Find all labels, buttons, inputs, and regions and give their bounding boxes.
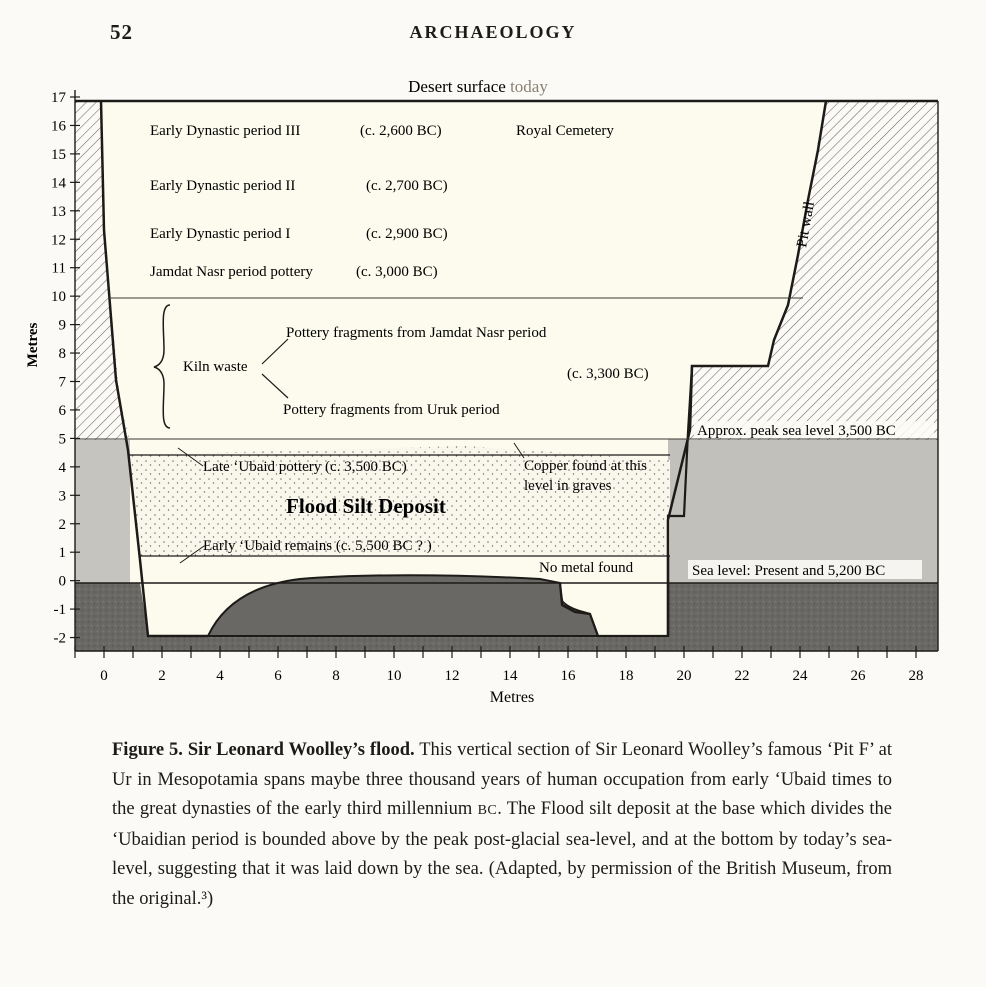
- running-title: ARCHAEOLOGY: [409, 22, 577, 42]
- y-tick-label: -2: [54, 631, 67, 647]
- y-tick-label: 2: [59, 517, 67, 533]
- pit-bottom-right-edge: [558, 365, 694, 638]
- x-tick-label: 6: [274, 668, 282, 684]
- period-ed2-date: (c. 2,700 BC): [366, 178, 448, 194]
- y-tick-label: 1: [59, 545, 67, 561]
- sea-level-bg: [688, 560, 922, 579]
- y-tick-label: 16: [51, 118, 67, 134]
- caption-bc: BC: [477, 803, 498, 818]
- pit-bottom-mound: [206, 574, 600, 637]
- y-tick-label: 14: [51, 175, 67, 191]
- caption-label: Figure 5. Sir Leonard Woolley’s flood.: [112, 740, 415, 760]
- x-tick-label: 22: [735, 668, 750, 684]
- pottery-uruk-label: Pottery fragments from Uruk period: [283, 402, 500, 418]
- y-tick-label: 11: [52, 261, 66, 277]
- x-tick-label: 10: [387, 668, 402, 684]
- period-ed3-name: Early Dynastic period III: [150, 123, 300, 139]
- peak-sea-level-label: Approx. peak sea level 3,500 BC: [697, 423, 896, 439]
- period-ed1-name: Early Dynastic period I: [150, 226, 290, 242]
- flood-silt-deposit: [128, 446, 670, 556]
- period-jamdat-date: (c. 3,000 BC): [356, 264, 438, 280]
- kiln-waste-label: Kiln waste: [183, 359, 248, 375]
- x-tick-label: 2: [158, 668, 166, 684]
- y-axis-label: Metres: [25, 322, 41, 367]
- caption-text-part2: . The Flood silt deposit at the base whi…: [112, 799, 892, 909]
- x-tick-label: 4: [216, 668, 224, 684]
- sea-band-left: [75, 439, 130, 583]
- y-tick-label: 3: [59, 488, 67, 504]
- y-tick-label: 13: [51, 204, 66, 220]
- y-tick-label: 10: [51, 289, 66, 305]
- x-axis-label: Metres: [490, 689, 534, 706]
- y-tick-label: 5: [59, 431, 67, 447]
- x-tick-label: 26: [851, 668, 867, 684]
- kiln-waste-brace: [153, 304, 171, 429]
- royal-cemetery-label: Royal Cemetery: [516, 123, 614, 139]
- y-tick-label: 4: [59, 460, 67, 476]
- y-tick-label: 6: [59, 403, 67, 419]
- kiln-pointer-down: [261, 373, 289, 399]
- x-tick-label: 12: [445, 668, 460, 684]
- y-tick-label: 8: [59, 346, 67, 362]
- page-number: 52: [110, 20, 133, 44]
- caption-text-part1: This vertical section of Sir Leonard Woo…: [112, 740, 892, 819]
- period-ed3-date: (c. 2,600 BC): [360, 123, 442, 139]
- desert-surface-label: Desert surface today: [408, 77, 548, 96]
- x-tick-label: 14: [503, 668, 519, 684]
- kiln-date-label: (c. 3,300 BC): [567, 366, 649, 382]
- x-tick-label: 20: [677, 668, 692, 684]
- x-tick-label: 24: [793, 668, 809, 684]
- no-metal-label: No metal found: [539, 560, 634, 576]
- pit-wall-right: [690, 101, 938, 440]
- late-ubaid-pointer: [177, 447, 204, 467]
- peak-sea-level-bg: [694, 421, 934, 438]
- y-tick-label: 0: [59, 574, 67, 590]
- kiln-pointer-up: [261, 338, 289, 365]
- x-tick-label: 18: [619, 668, 634, 684]
- flood-silt-label: Flood Silt Deposit: [286, 494, 446, 518]
- pit-wall-left: [75, 101, 130, 440]
- period-jamdat-name: Jamdat Nasr period pottery: [150, 264, 313, 280]
- pit-bottom-cut: [140, 580, 668, 636]
- period-ed2-name: Early Dynastic period II: [150, 178, 295, 194]
- x-tick-label: 28: [909, 668, 924, 684]
- period-ed1-date: (c. 2,900 BC): [366, 226, 448, 242]
- x-tick-label: 16: [561, 668, 577, 684]
- x-tick-label: 8: [332, 668, 340, 684]
- late-ubaid-label: Late ‘Ubaid pottery (c. 3,500 BC): [203, 459, 407, 475]
- copper-pointer: [513, 442, 525, 459]
- pottery-jamdat-label: Pottery fragments from Jamdat Nasr perio…: [286, 325, 547, 341]
- figure-caption: Figure 5. Sir Leonard Woolley’s flood. T…: [112, 736, 892, 914]
- x-tick-group: 0 2 4 6 8 10 12 14 16 18 20 22 24 26 28: [74, 646, 924, 684]
- pit-wall-left-edge: [99, 100, 208, 638]
- y-tick-label: 17: [51, 90, 67, 106]
- pit-wall-label: Pit wall: [794, 200, 818, 248]
- y-tick-label: 9: [59, 318, 67, 334]
- sea-band-right: [668, 439, 938, 583]
- y-tick-label: 12: [51, 232, 66, 248]
- y-tick-label: 7: [59, 375, 67, 391]
- copper-label-line1: Copper found at this: [524, 458, 647, 474]
- pit-wall-right-edge: [666, 100, 828, 636]
- x-tick-label: 0: [100, 668, 108, 684]
- copper-label-line2: level in graves: [524, 478, 612, 494]
- y-tick-label: -1: [54, 602, 67, 618]
- sea-level-label: Sea level: Present and 5,200 BC: [692, 563, 885, 579]
- y-tick-label: 15: [51, 147, 66, 163]
- early-ubaid-pointer: [179, 545, 205, 564]
- early-ubaid-label: Early ‘Ubaid remains (c. 5,500 BC ? ): [203, 538, 432, 554]
